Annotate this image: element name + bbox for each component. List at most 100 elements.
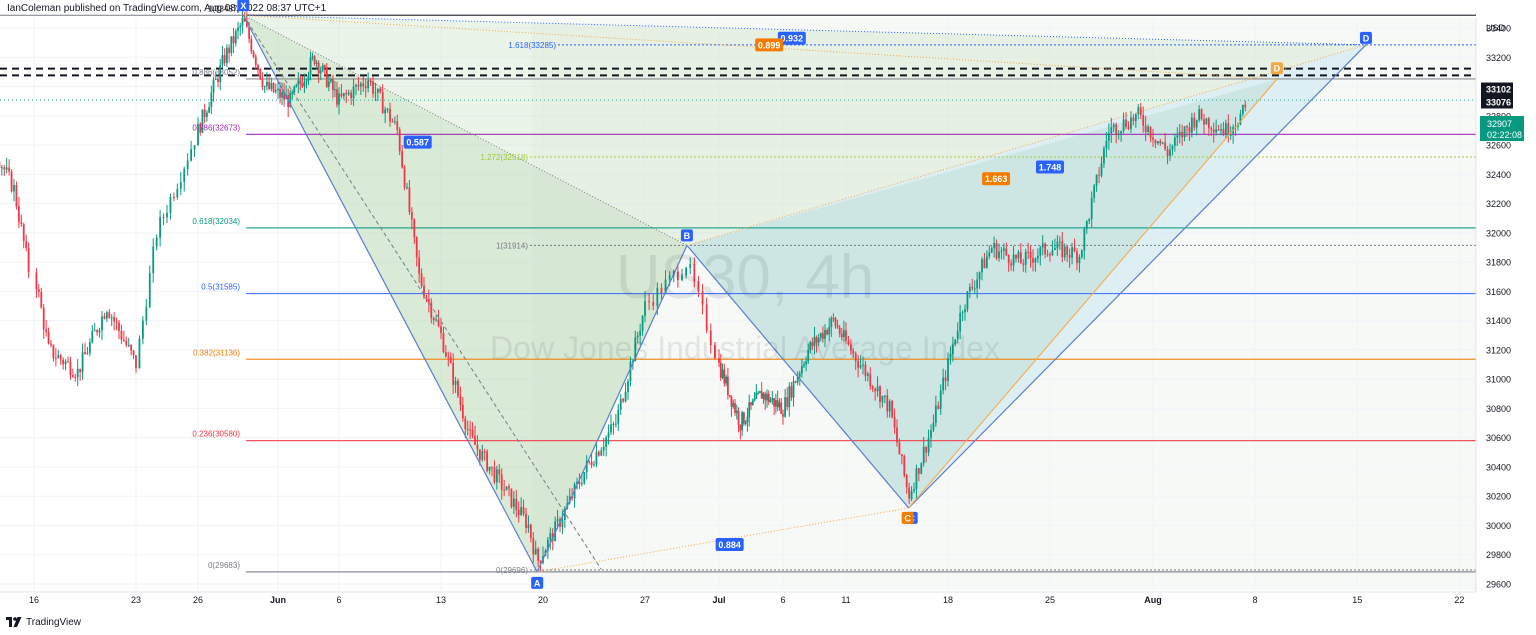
candle-body: [268, 81, 271, 89]
candle-body: [515, 498, 518, 510]
candle-body: [401, 151, 404, 168]
candle-body: [1188, 127, 1191, 133]
svg-text:A: A: [534, 578, 541, 588]
candle-body: [103, 316, 106, 319]
candle-body: [357, 84, 360, 87]
price-tick-label: 31600: [1486, 287, 1511, 297]
candle-body: [1105, 140, 1108, 149]
candle-body: [932, 422, 935, 431]
candle-body: [576, 481, 578, 485]
candle-body: [309, 57, 312, 75]
candle-body: [1036, 255, 1039, 259]
leg-xd: [243, 14, 1366, 46]
candle-body: [261, 78, 264, 87]
candle-body: [265, 81, 268, 87]
candle-body: [830, 318, 833, 327]
candle-body: [427, 298, 430, 303]
candle-body: [88, 342, 91, 354]
candle-body: [319, 70, 322, 74]
candle-body: [656, 287, 659, 306]
candle-body: [593, 464, 595, 466]
candle-body: [998, 251, 1000, 259]
candle-body: [834, 318, 837, 326]
candle-body: [685, 267, 688, 276]
candle-body: [757, 392, 760, 394]
candle-body: [491, 466, 493, 468]
price-tick-label: 33400: [1486, 24, 1511, 34]
leg-x-dashed: [242, 14, 602, 570]
candle-body: [956, 331, 959, 340]
candle-body: [15, 185, 18, 207]
candle-body: [415, 236, 418, 258]
candle-body: [159, 217, 162, 238]
harmonic-level-label: 1.272(32518): [480, 153, 528, 162]
candle-body: [1142, 114, 1145, 126]
candle-body: [627, 381, 629, 392]
svg-text:D: D: [1363, 33, 1370, 43]
candle-body: [826, 329, 828, 335]
time-tick-label: 23: [131, 595, 141, 605]
candle-body: [13, 185, 15, 192]
candle-body: [660, 287, 663, 294]
candle-body: [101, 316, 103, 331]
candle-body: [1217, 129, 1220, 131]
candle-body: [130, 344, 133, 351]
price-axis: USD 29600 29800 30000 30200 30400 30600 30800 31…: [1475, 0, 1536, 592]
svg-text:C: C: [904, 513, 911, 523]
pattern-xbd-fill: [243, 15, 1366, 246]
candle-body: [1147, 126, 1149, 133]
candle-body: [602, 446, 605, 451]
candle-body: [162, 217, 165, 219]
candle-body: [610, 424, 612, 433]
candle-body: [1149, 126, 1152, 138]
price-tick-label: 31400: [1486, 316, 1511, 326]
candle-body: [241, 18, 244, 26]
candle-body: [1190, 117, 1193, 133]
candle-body: [452, 362, 455, 385]
candle-body: [203, 109, 206, 117]
candle-body: [983, 259, 986, 269]
candle-body: [8, 167, 11, 172]
candle-body: [27, 247, 30, 273]
candle-body: [973, 288, 976, 290]
candle-body: [197, 123, 199, 146]
candle-body: [721, 369, 724, 378]
candle-body: [1125, 119, 1127, 128]
candle-body: [364, 86, 367, 89]
time-tick-label: 6: [336, 595, 341, 605]
candle-body: [84, 352, 86, 355]
leg-xa: [242, 14, 538, 573]
candle-body: [1227, 123, 1230, 136]
candle-body: [270, 82, 273, 89]
candle-body: [803, 364, 805, 367]
candle-body: [769, 400, 772, 403]
candle-body: [739, 424, 742, 431]
candle-body: [1027, 251, 1030, 253]
candle-body: [520, 507, 523, 516]
candle-body: [529, 524, 532, 539]
candle-body: [64, 361, 67, 365]
candle-body: [607, 432, 610, 438]
candle-body: [954, 339, 957, 345]
candle-body: [1076, 251, 1078, 263]
candle-body: [212, 79, 215, 93]
candle-body: [338, 93, 340, 105]
candle-body: [1144, 125, 1147, 133]
candle-body: [1085, 221, 1088, 230]
candle-body: [248, 26, 251, 40]
candle-body: [730, 395, 733, 407]
candle-body: [444, 352, 447, 357]
candle-body: [217, 78, 219, 83]
last-price-value: 32907: [1487, 119, 1512, 129]
candle-body: [307, 74, 310, 81]
ratio-badge: 1.663: [982, 172, 1011, 186]
candle-body: [888, 400, 891, 412]
candle-body: [971, 286, 974, 289]
svg-text:0.899: 0.899: [758, 40, 781, 50]
candle-body: [503, 489, 506, 491]
svg-text:1.663: 1.663: [985, 174, 1008, 184]
candle-body: [822, 333, 824, 339]
time-tick-label: 11: [841, 595, 850, 605]
candle-body: [486, 451, 489, 471]
